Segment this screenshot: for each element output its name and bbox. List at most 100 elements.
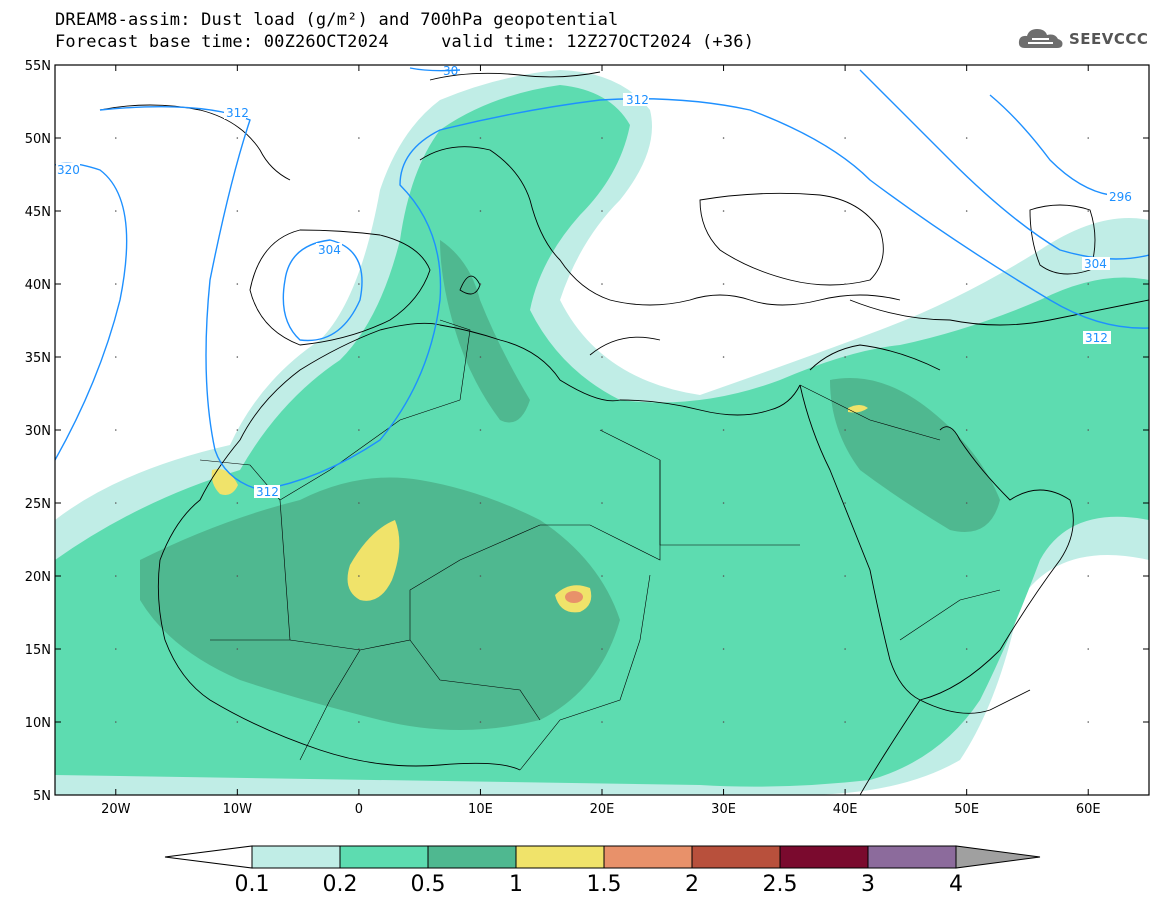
grid-dot: [358, 429, 360, 431]
forecast-times: Forecast base time: 00Z26OCT2024 valid t…: [55, 32, 755, 52]
grid-dot: [1087, 648, 1090, 650]
grid-dot: [722, 137, 725, 139]
grid-dot: [844, 429, 846, 431]
colorbar-swatch: [867, 845, 957, 869]
grid-dot: [236, 137, 239, 139]
grid-dot: [479, 721, 482, 723]
grid-dot: [1087, 210, 1090, 212]
lon-tick-label: 60E: [1076, 802, 1101, 817]
contour-label: 312: [1085, 331, 1108, 345]
grid-dot: [1087, 283, 1090, 285]
grid-dot: [722, 283, 725, 285]
lat-tick-label: 15N: [25, 643, 51, 658]
colorbar-label: 2.5: [763, 872, 798, 897]
dust-layer-yellow-1: [347, 520, 400, 601]
grid-dot: [114, 283, 117, 285]
grid-dot: [965, 283, 968, 285]
grid-dot: [479, 283, 482, 285]
country-borders: [199, 319, 1001, 771]
grid-dot: [236, 502, 239, 504]
grid-dot: [1087, 721, 1090, 723]
grid-dot: [114, 502, 117, 504]
colorbar: 0.1 0.2 0.5 1 1.5 2 2.5 3 4: [164, 845, 1041, 897]
lon-tick-label: 40E: [833, 802, 858, 817]
grid-dot: [844, 356, 846, 358]
lon-tick-label: 0: [355, 802, 363, 817]
colorbar-label: 3: [861, 872, 875, 897]
colorbar-label: 0.5: [411, 872, 446, 897]
grid-dot: [1087, 502, 1090, 504]
grid-dot: [965, 648, 968, 650]
grid-dot: [114, 721, 117, 723]
grid-dot: [601, 429, 603, 431]
grid-dot: [1087, 575, 1090, 577]
grid-dot: [236, 648, 239, 650]
colorbar-label: 0.1: [235, 872, 270, 897]
colorbar-swatch: [427, 845, 517, 869]
contour-labels: 312 312 312 320 304 304 296 312 30: [56, 64, 1135, 499]
contour-label: 320: [57, 163, 80, 177]
colorbar-under-arrow: [164, 845, 253, 869]
colorbar-label: 2: [685, 872, 699, 897]
lat-tick-label: 50N: [25, 132, 51, 147]
grid-dot: [114, 429, 117, 431]
grid-dot: [601, 648, 603, 650]
grid-dot: [358, 721, 360, 723]
lat-tick-label: 40N: [25, 278, 51, 293]
grid-dot: [479, 429, 482, 431]
grid-dot: [601, 502, 603, 504]
colorbar-label: 1.5: [587, 872, 622, 897]
grid-dot: [844, 137, 846, 139]
grid-dot: [358, 283, 360, 285]
contour-label: 304: [1084, 257, 1107, 271]
colorbar-swatch: [515, 845, 605, 869]
lon-tick-label: 20E: [590, 802, 615, 817]
lon-tick-label: 10W: [223, 802, 253, 817]
grid-dot: [965, 502, 968, 504]
grid-dot: [236, 356, 239, 358]
grid-dot: [358, 137, 360, 139]
colorbar-swatch: [251, 845, 341, 869]
contour-label: 304: [318, 243, 341, 257]
dust-layer-yellow-4: [848, 405, 868, 413]
lon-tick-label: 20W: [101, 802, 131, 817]
colorbar-label: 0.2: [323, 872, 358, 897]
grid-dot: [479, 575, 482, 577]
axis-tick-labels: 20W 10W 0 10E 20E 30E 40E 50E 60E 5N 10N 15N 20N 25N 3…: [25, 59, 1101, 817]
grid-dot: [844, 502, 846, 504]
grid-dot: [479, 502, 482, 504]
grid-dot: [601, 575, 603, 577]
grid-dot: [601, 283, 603, 285]
grid-dot: [114, 137, 117, 139]
contour-label: 312: [626, 93, 649, 107]
map-title: DREAM8-assim: Dust load (g/m²) and 700hP…: [55, 10, 619, 30]
colorbar-swatch: [779, 845, 869, 869]
grid-dot: [844, 721, 846, 723]
grid-dot: [722, 721, 725, 723]
grid-dot: [722, 356, 725, 358]
grid-dot: [601, 210, 603, 212]
contour-label: 312: [256, 485, 279, 499]
grid-dot: [358, 356, 360, 358]
lat-tick-label: 55N: [25, 59, 51, 74]
dust-layer-dark-arabia: [830, 378, 1000, 532]
grid-dot: [358, 502, 360, 504]
colorbar-over-arrow: [955, 845, 1041, 869]
grid-dot: [601, 721, 603, 723]
grid-dot: [479, 210, 482, 212]
lat-tick-label: 20N: [25, 570, 51, 585]
grid-dot: [236, 575, 239, 577]
grid-dot: [236, 429, 239, 431]
lat-tick-label: 10N: [25, 716, 51, 731]
lat-tick-label: 30N: [25, 424, 51, 439]
contour-label: 30: [443, 64, 458, 78]
lat-tick-label: 35N: [25, 351, 51, 366]
grid-dot: [965, 721, 968, 723]
axis-ticks: [55, 64, 1149, 796]
lat-tick-label: 25N: [25, 497, 51, 512]
seevccc-logo: SEEVCCC: [1017, 26, 1148, 52]
grid-dot: [479, 137, 482, 139]
grid-dot: [965, 137, 968, 139]
grid-dot: [358, 575, 360, 577]
